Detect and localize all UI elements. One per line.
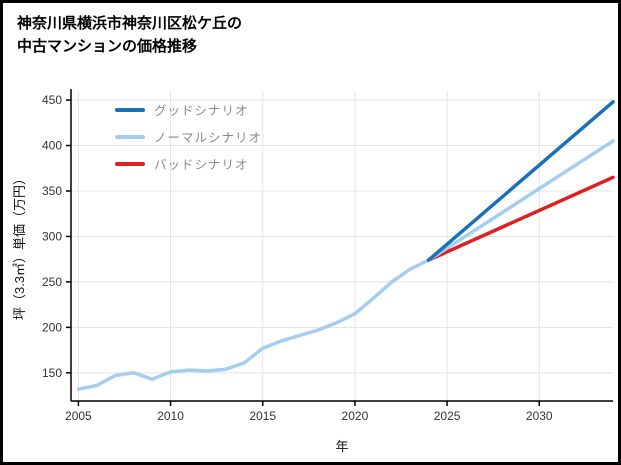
svg-text:年: 年 xyxy=(335,439,348,454)
svg-text:2010: 2010 xyxy=(157,409,184,423)
chart-title: 神奈川県横浜市神奈川区松ケ丘の 中古マンションの価格推移 xyxy=(17,13,242,58)
legend-item-bad-scenario: バッドシナリオ xyxy=(115,150,262,177)
legend-label-normal-scenario: ノーマルシナリオ xyxy=(154,131,263,145)
legend-item-good-scenario: グッドシナリオ xyxy=(115,96,262,123)
svg-text:2030: 2030 xyxy=(526,409,553,423)
svg-text:200: 200 xyxy=(42,320,62,334)
svg-text:坪（3.3㎡）単価（万円）: 坪（3.3㎡）単価（万円） xyxy=(12,172,27,320)
svg-text:300: 300 xyxy=(42,229,62,243)
svg-text:2005: 2005 xyxy=(65,409,92,423)
legend-label-bad-scenario: バッドシナリオ xyxy=(154,158,249,172)
chart-legend: グッドシナリオ ノーマルシナリオ バッドシナリオ xyxy=(115,96,262,177)
chart-title-line2: 中古マンションの価格推移 xyxy=(17,37,198,55)
chart-title-line1: 神奈川県横浜市神奈川区松ケ丘の xyxy=(17,15,243,32)
svg-text:2015: 2015 xyxy=(249,409,276,423)
svg-text:150: 150 xyxy=(42,366,62,380)
legend-swatch-bad-scenario xyxy=(115,161,145,166)
svg-text:2020: 2020 xyxy=(342,409,369,423)
svg-text:450: 450 xyxy=(42,93,62,107)
svg-text:400: 400 xyxy=(42,139,62,153)
svg-text:250: 250 xyxy=(42,275,62,289)
legend-swatch-normal-scenario xyxy=(115,134,145,139)
svg-text:2025: 2025 xyxy=(434,409,461,423)
legend-swatch-good-scenario xyxy=(115,107,145,112)
line-chart-canvas: 2005 2010 2015 2020 2025 2030 150 200 250 300 350 4… xyxy=(12,89,615,454)
svg-text:350: 350 xyxy=(42,184,62,198)
legend-label-good-scenario: グッドシナリオ xyxy=(154,104,249,118)
legend-item-normal-scenario: ノーマルシナリオ xyxy=(115,123,262,150)
